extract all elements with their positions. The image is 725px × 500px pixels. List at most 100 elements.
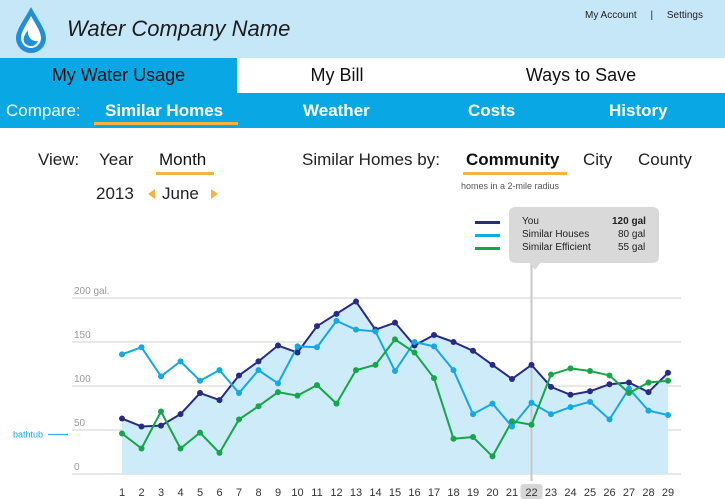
data-point [587, 388, 593, 395]
view-month[interactable]: Month [159, 150, 207, 169]
data-point [470, 347, 476, 354]
data-point [509, 423, 515, 430]
compare-nav: Compare: Similar Homes Weather Costs His… [0, 93, 725, 128]
compare-similar-homes[interactable]: Similar Homes [105, 101, 224, 120]
tab-my-bill[interactable]: My Bill [310, 65, 364, 85]
data-point [372, 361, 379, 368]
data-point [216, 397, 223, 404]
compare-costs[interactable]: Costs [468, 101, 516, 120]
tab-ways-to-save[interactable]: Ways to Save [525, 65, 637, 85]
similar-by-label: Similar Homes by: [302, 150, 440, 169]
data-point [255, 403, 262, 410]
data-point [665, 377, 671, 384]
arrow-left-icon[interactable] [148, 189, 155, 199]
similar-by-county[interactable]: County [638, 150, 692, 169]
data-point [626, 390, 632, 397]
data-point [353, 326, 359, 333]
x-tick-label: 10 [291, 487, 303, 499]
data-point [645, 407, 652, 414]
usage-area [122, 301, 668, 474]
my-account-link[interactable]: My Account [584, 10, 637, 21]
data-point [119, 351, 125, 358]
data-point [236, 372, 242, 379]
main-nav: My Water Usage My Bill Ways to Save [0, 58, 725, 93]
month-display: June [162, 184, 199, 203]
data-point [353, 298, 359, 305]
compare-history[interactable]: History [609, 101, 668, 120]
view-year[interactable]: Year [99, 150, 134, 169]
data-point [587, 398, 593, 405]
data-point [450, 435, 457, 442]
data-point [158, 422, 164, 429]
data-point [333, 400, 340, 407]
app-header: Water Company Name My Account | Settings [0, 0, 725, 58]
x-tick-label: 18 [447, 487, 459, 499]
data-point [216, 449, 223, 456]
radius-note: homes in a 2-mile radius [461, 181, 560, 191]
data-point [489, 400, 496, 407]
legend-name-similar-houses: Similar Houses [522, 229, 590, 240]
x-tick-label: 20 [486, 487, 498, 499]
data-point [314, 344, 320, 351]
data-point [431, 375, 437, 382]
data-point [294, 349, 301, 356]
water-drop-icon [16, 7, 46, 53]
compare-label: Compare: [6, 101, 81, 120]
x-tick-label: 25 [584, 487, 596, 499]
data-point [528, 361, 535, 368]
data-point [626, 379, 632, 386]
data-point [645, 379, 652, 386]
data-point [548, 383, 554, 390]
legend-value-similar-efficient: 55 gal [618, 242, 646, 253]
data-point [470, 434, 476, 441]
data-point [158, 408, 164, 415]
legend-value-you: 120 gal [612, 216, 646, 227]
chart-legend-tooltip [509, 207, 659, 263]
tab-my-water-usage[interactable]: My Water Usage [0, 58, 237, 93]
data-point [294, 392, 301, 399]
data-point [216, 367, 223, 374]
x-tick-label: 1 [119, 487, 125, 499]
data-point [665, 369, 671, 376]
data-point [314, 382, 320, 389]
data-point [606, 381, 613, 388]
view-label: View: [38, 150, 80, 169]
x-tick-label: 12 [330, 487, 342, 499]
data-point [333, 317, 340, 324]
x-tick-label: 6 [216, 487, 222, 499]
data-point [177, 358, 184, 365]
data-point [450, 339, 457, 345]
data-point [528, 421, 535, 428]
similar-by-city[interactable]: City [583, 150, 613, 169]
x-tick-label: 21 [506, 487, 518, 499]
legend-pointer [529, 262, 541, 270]
year-display: 2013 [96, 184, 134, 203]
data-point [431, 331, 437, 338]
view-month-underline [156, 172, 214, 175]
data-point [567, 391, 574, 398]
data-point [275, 380, 281, 387]
data-point [509, 375, 515, 382]
highlight-day-box [520, 484, 543, 499]
x-tick-label: 5 [197, 487, 203, 499]
data-point [119, 430, 125, 437]
data-point [392, 319, 398, 326]
x-tick-label: 22 [525, 487, 537, 499]
similar-by-community[interactable]: Community [466, 150, 560, 169]
settings-link[interactable]: Settings [666, 10, 703, 21]
data-point [255, 358, 262, 365]
data-point [138, 445, 145, 452]
y-tick-label: 50 [74, 418, 86, 429]
data-point [567, 404, 574, 411]
arrow-right-icon[interactable] [211, 189, 218, 199]
x-tick-label: 4 [177, 487, 183, 499]
data-point [567, 365, 574, 372]
y-tick-label: 150 [74, 330, 91, 341]
data-point [392, 368, 398, 375]
compare-weather[interactable]: Weather [303, 101, 370, 120]
data-point [294, 343, 301, 350]
data-point [197, 390, 203, 397]
data-point [177, 411, 184, 418]
bathtub-label: bathtub [13, 429, 43, 439]
